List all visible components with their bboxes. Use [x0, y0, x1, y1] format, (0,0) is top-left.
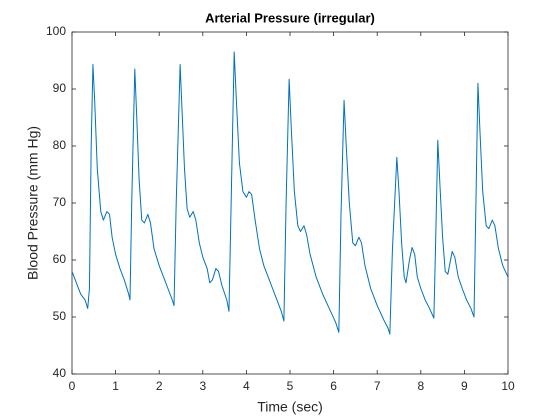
y-tick-label: 50	[53, 309, 67, 323]
plot-box	[71, 31, 509, 375]
x-tick-label: 6	[330, 379, 337, 393]
y-tick-label: 40	[53, 366, 67, 380]
x-tick-label: 4	[243, 379, 250, 393]
data-line	[71, 51, 509, 335]
y-tick-label: 90	[53, 81, 67, 95]
chart-title: Arterial Pressure (irregular)	[205, 10, 375, 25]
y-tick-label: 100	[46, 24, 66, 38]
x-tick-label: 5	[287, 379, 294, 393]
y-axis-label: Blood Pressure (mm Hg)	[25, 126, 41, 280]
x-tick-label: 8	[417, 379, 424, 393]
x-tick-label: 10	[501, 379, 515, 393]
x-tick-label: 0	[69, 379, 76, 393]
x-tick-label: 3	[199, 379, 206, 393]
x-tick-label: 9	[461, 379, 468, 393]
x-tick-label: 2	[156, 379, 163, 393]
y-tick-label: 70	[53, 195, 67, 209]
y-tick-label: 60	[53, 252, 67, 266]
x-axis-label: Time (sec)	[257, 399, 323, 415]
x-tick-label: 1	[112, 379, 119, 393]
y-tick-label: 80	[53, 138, 67, 152]
x-tick-label: 7	[374, 379, 381, 393]
